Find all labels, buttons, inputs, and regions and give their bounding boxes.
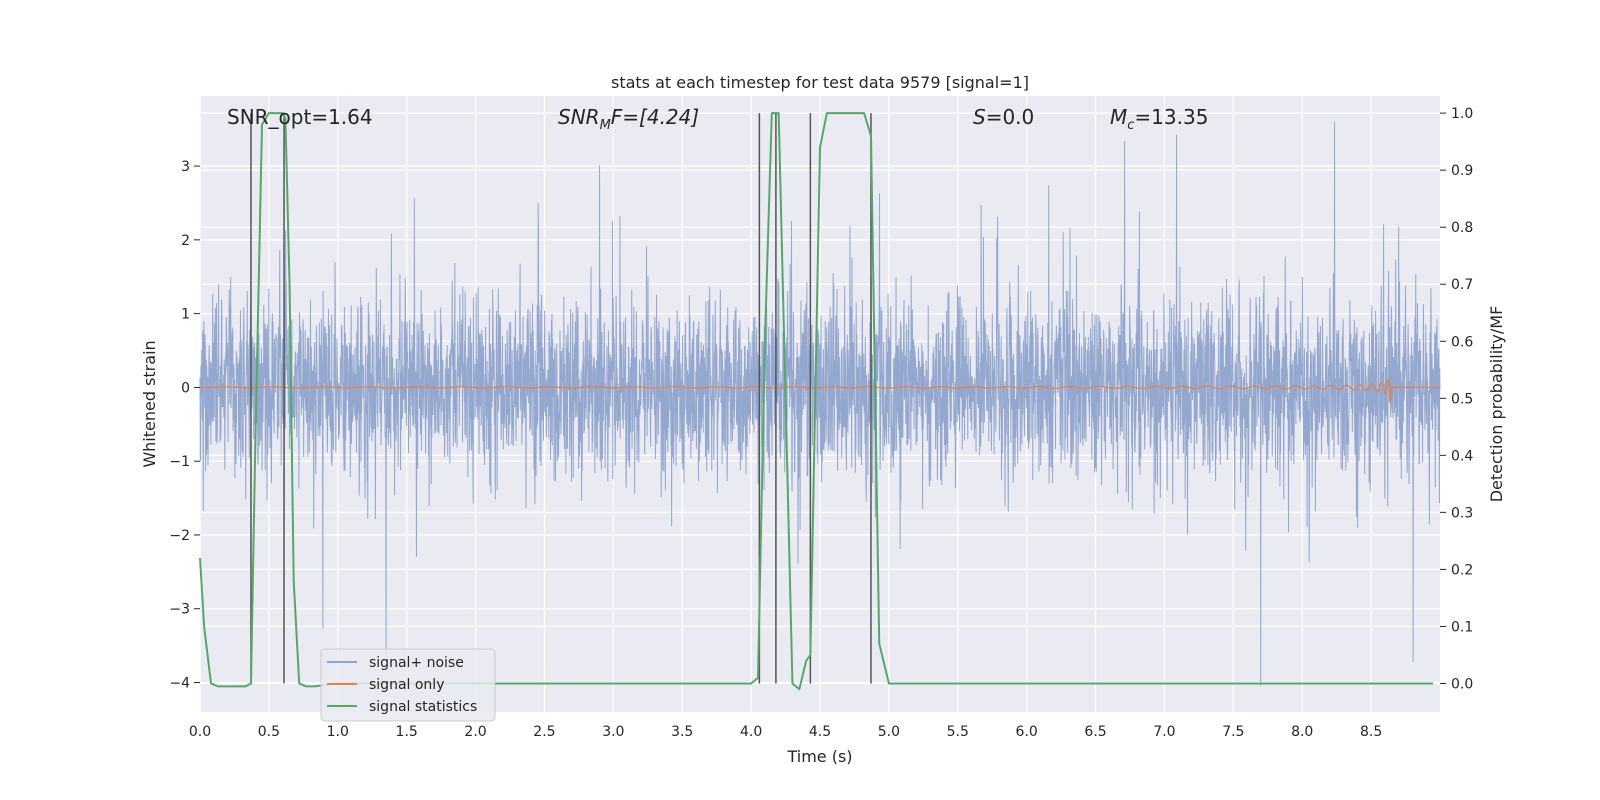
annotation-snr-mf-suffix: F=[4.24] <box>611 105 699 129</box>
chart-title: stats at each timestep for test data 957… <box>611 73 1029 92</box>
annotation-snr-mf: SNRMF=[4.24] <box>558 105 699 133</box>
right-y-tick-label: 0.1 <box>1451 619 1473 635</box>
right-y-tick-label: 1.0 <box>1451 106 1473 122</box>
x-tick-label: 6.5 <box>1084 724 1106 740</box>
left-y-tick-label: −1 <box>169 454 190 470</box>
signal-noise-series <box>199 121 1441 687</box>
annotation-s-suffix: =0.0 <box>986 105 1035 129</box>
annotation-mc: Mc=13.35 <box>1110 105 1208 133</box>
left-y-tick-label: −2 <box>169 528 190 544</box>
legend-box <box>320 648 496 722</box>
right-y-tick-label: 0.0 <box>1451 676 1473 692</box>
right-y-tick-label: 0.4 <box>1451 448 1473 464</box>
x-tick-label: 8.0 <box>1291 724 1313 740</box>
x-tick-label: 0.0 <box>189 724 211 740</box>
x-tick-label: 5.5 <box>947 724 969 740</box>
x-tick-label: 7.0 <box>1153 724 1175 740</box>
signal-only-series <box>200 377 1440 403</box>
signal-statistics-line <box>199 112 1434 691</box>
signal-noise-line <box>199 121 1441 687</box>
x-tick-label: 7.5 <box>1222 724 1244 740</box>
left-y-tick-label: 3 <box>181 159 190 175</box>
right-y-tick-label: 0.3 <box>1451 505 1473 521</box>
x-tick-label: 6.0 <box>1016 724 1038 740</box>
x-tick-label: 3.5 <box>671 724 693 740</box>
annotation-s: S=0.0 <box>973 105 1034 129</box>
right-y-tick-label: 0.2 <box>1451 562 1473 578</box>
annotation-mc-prefix: M <box>1110 105 1127 129</box>
right-y-axis-title: Detection probability/MF <box>1487 306 1506 503</box>
annotation-mc-suffix: =13.35 <box>1134 105 1208 129</box>
x-tick-label: 1.5 <box>396 724 418 740</box>
annotation-snr-opt: SNR_opt=1.64 <box>227 105 373 129</box>
x-axis-title: Time (s) <box>786 747 852 766</box>
annotation-snr-mf-prefix: SNR <box>558 105 600 129</box>
legend: signal+ noise signal only signal statist… <box>320 648 496 722</box>
x-tick-label: 2.5 <box>533 724 555 740</box>
x-tick-label: 3.0 <box>602 724 624 740</box>
x-tick-label: 4.0 <box>740 724 762 740</box>
x-tick-label: 0.5 <box>258 724 280 740</box>
right-y-tick-label: 0.9 <box>1451 163 1473 179</box>
left-y-tick-label: −3 <box>169 602 190 618</box>
x-axis-ticks: 0.0 0.5 1.0 1.5 2.0 2.5 3.0 3.5 4.0 4.5 5.0 5.5 6.0 6… <box>189 724 1382 740</box>
x-tick-label: 8.5 <box>1360 724 1382 740</box>
left-y-tick-label: 0 <box>181 380 190 396</box>
right-y-axis-ticks: 0.0 0.1 0.2 0.3 0.4 0.5 0.6 0.7 0.8 0.9 1.0 <box>1440 106 1473 692</box>
left-y-axis-ticks: −4 −3 −2 −1 0 1 2 3 <box>169 159 200 691</box>
right-y-tick-label: 0.6 <box>1451 334 1473 350</box>
right-y-tick-label: 0.8 <box>1451 220 1473 236</box>
x-tick-label: 4.5 <box>809 724 831 740</box>
x-tick-label: 2.0 <box>464 724 486 740</box>
annotation-s-prefix: S <box>973 105 986 129</box>
signal-only-line <box>200 377 1440 403</box>
left-y-tick-label: −4 <box>169 675 190 691</box>
legend-label-signal-only: signal only <box>369 677 444 693</box>
annotation-snr-mf-sub: M <box>600 118 611 133</box>
signal-statistics-series <box>199 112 1434 691</box>
left-y-tick-label: 1 <box>181 307 190 323</box>
x-tick-label: 5.0 <box>878 724 900 740</box>
legend-label-signal-noise: signal+ noise <box>369 655 464 671</box>
right-y-tick-label: 0.5 <box>1451 391 1473 407</box>
right-y-tick-label: 0.7 <box>1451 277 1473 293</box>
annotation-mc-sub: c <box>1127 118 1134 133</box>
left-y-tick-label: 2 <box>181 233 190 249</box>
x-tick-label: 1.0 <box>327 724 349 740</box>
legend-label-signal-statistics: signal statistics <box>369 699 477 715</box>
left-y-axis-title: Whitened strain <box>140 340 159 467</box>
